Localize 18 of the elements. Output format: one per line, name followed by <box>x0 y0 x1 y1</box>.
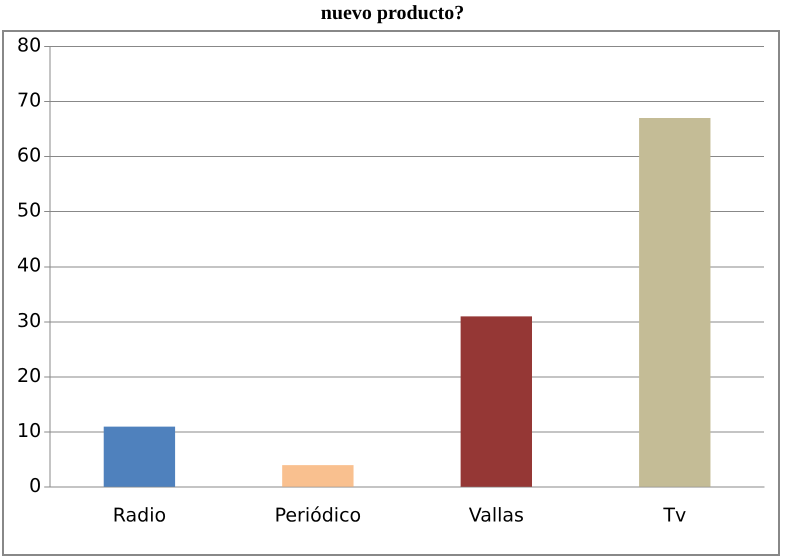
x-tick-label: Vallas <box>468 504 524 527</box>
y-tick-label: 80 <box>16 34 42 56</box>
bar <box>282 465 354 487</box>
chart-title: nuevo producto? <box>320 1 466 26</box>
x-tick-label: Tv <box>662 504 686 527</box>
bar <box>639 118 710 487</box>
y-tick-label: 50 <box>16 200 42 222</box>
y-tick-label: 0 <box>29 475 42 498</box>
y-tick-label: 20 <box>16 364 42 387</box>
y-tick-label: 70 <box>16 89 42 112</box>
y-tick-label: 10 <box>16 420 42 442</box>
x-tick-label: Periódico <box>274 504 362 527</box>
bar <box>104 426 176 487</box>
x-tick-label: Radio <box>112 504 166 527</box>
y-tick-label: 60 <box>16 144 42 167</box>
bar <box>460 316 532 487</box>
y-tick-label: 30 <box>16 310 42 332</box>
y-tick-label: 40 <box>16 254 42 277</box>
